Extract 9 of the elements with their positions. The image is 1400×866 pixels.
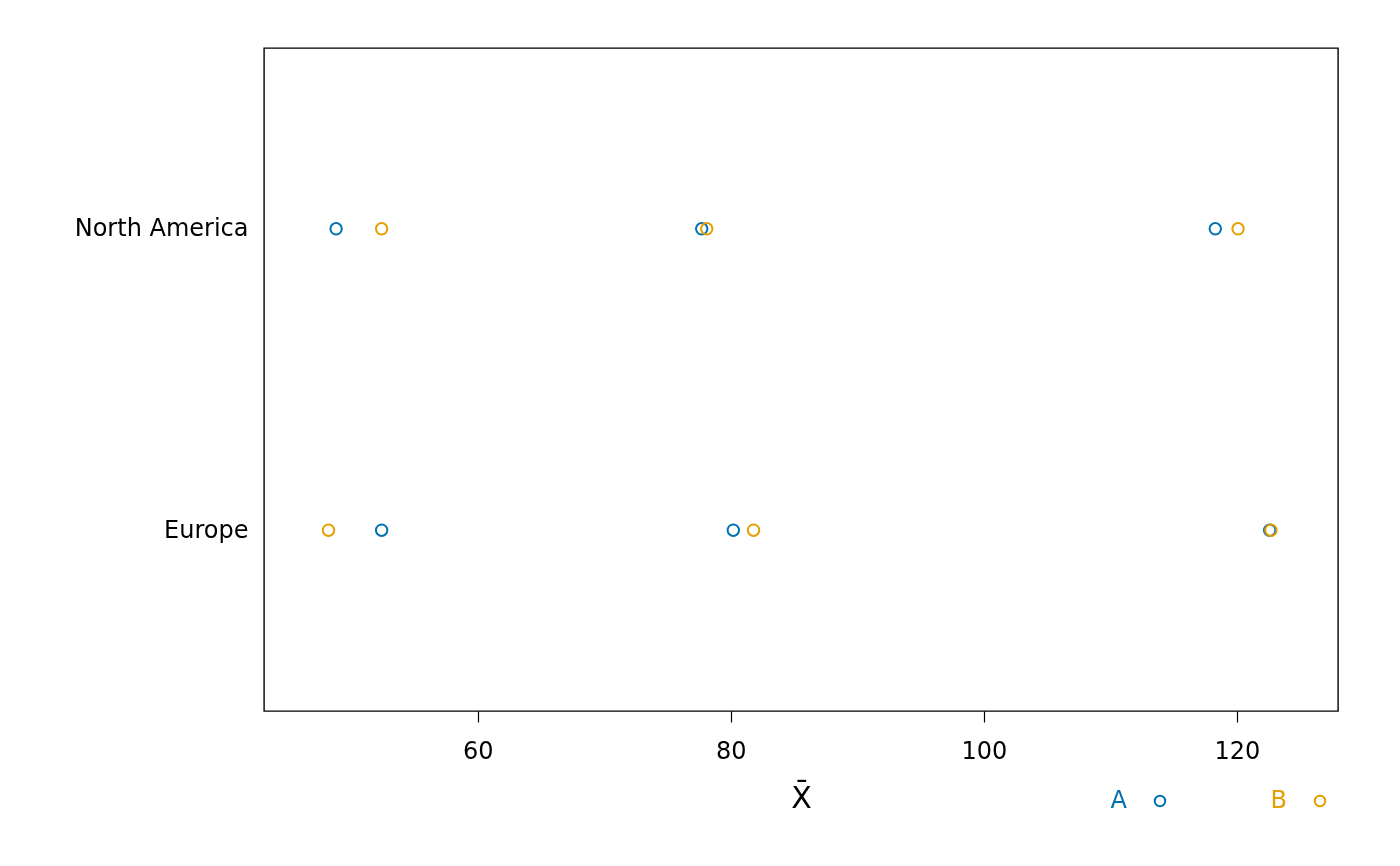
legend-label: A	[1110, 786, 1128, 814]
x-axis-title: X̄	[791, 779, 812, 815]
y-tick-label: North America	[74, 214, 249, 243]
x-tick-label: 120	[1214, 736, 1261, 765]
legend-label: B	[1270, 786, 1287, 814]
x-tick-label: 60	[463, 736, 494, 765]
x-tick-label: 80	[716, 736, 747, 765]
y-tick-label: Europe	[164, 515, 249, 544]
x-tick-label: 100	[961, 736, 1008, 765]
